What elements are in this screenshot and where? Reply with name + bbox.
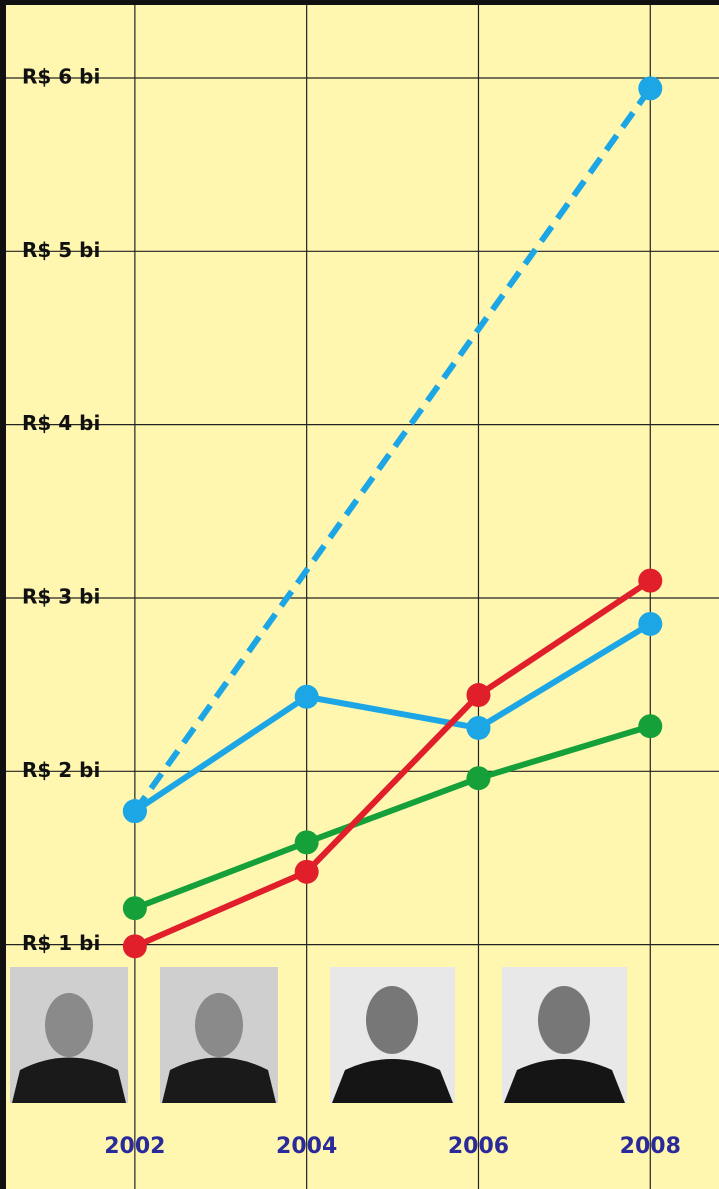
top-border — [0, 0, 719, 5]
y-tick-label: R$ 2 bi — [22, 758, 100, 782]
photo — [160, 967, 278, 1103]
chart: 2002 2004 2006 2008 R$ 1 bi R$ 2 bi R$ 3 bi R$ … — [0, 0, 719, 1189]
point — [295, 830, 319, 854]
left-border — [0, 0, 6, 1189]
point — [295, 860, 319, 884]
point — [123, 799, 147, 823]
point — [466, 766, 490, 790]
photo — [10, 967, 128, 1103]
point — [638, 569, 662, 593]
point — [638, 714, 662, 738]
y-tick-label: R$ 5 bi — [22, 238, 100, 262]
point — [466, 716, 490, 740]
y-tick-label: R$ 3 bi — [22, 584, 100, 608]
point — [123, 934, 147, 958]
point — [295, 685, 319, 709]
point — [123, 896, 147, 920]
point — [638, 612, 662, 636]
photo — [330, 967, 455, 1103]
photo — [502, 967, 627, 1103]
point — [638, 76, 662, 100]
y-tick-label: R$ 4 bi — [22, 411, 100, 435]
x-tick-label: 2006 — [448, 1134, 509, 1159]
y-tick-label: R$ 1 bi — [22, 931, 100, 955]
x-tick-label: 2008 — [620, 1134, 681, 1159]
y-tick-label: R$ 6 bi — [22, 64, 100, 88]
x-tick-label: 2002 — [104, 1134, 165, 1159]
point — [466, 683, 490, 707]
x-tick-label: 2004 — [276, 1134, 337, 1159]
